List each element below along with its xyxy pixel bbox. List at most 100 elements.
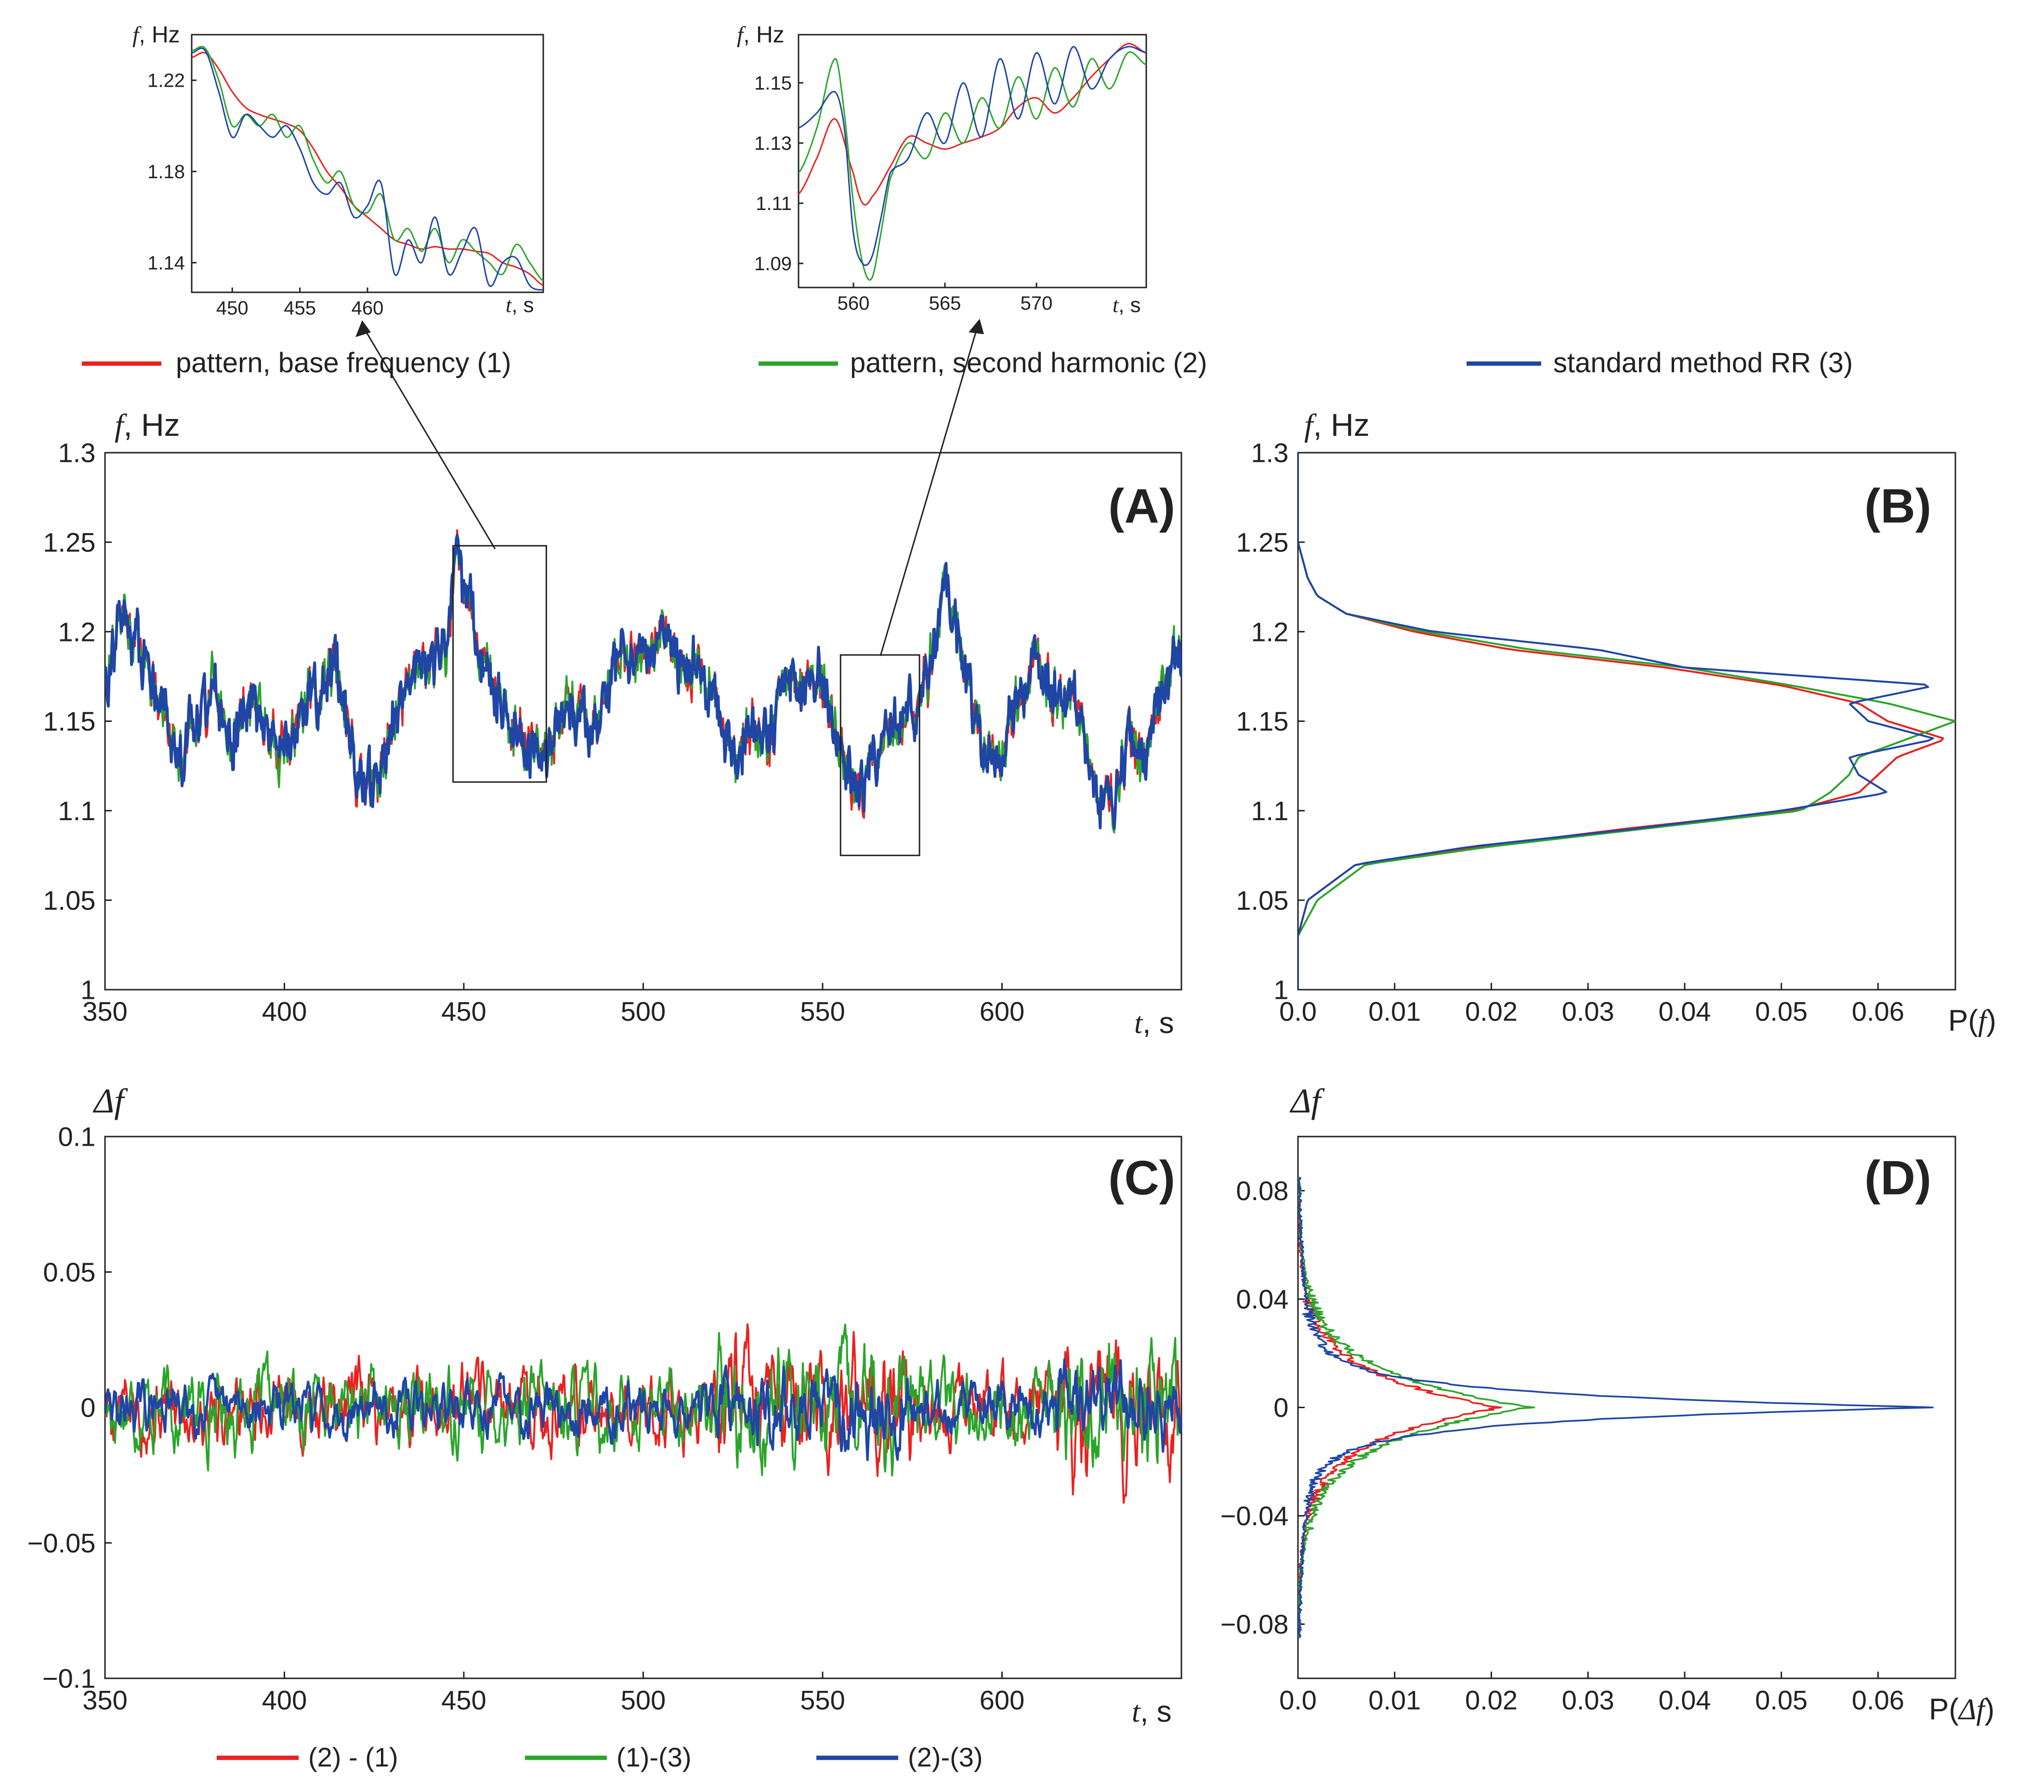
inset2-ylabel: f, Hz bbox=[737, 22, 785, 48]
inset1-xlabel: t, s bbox=[506, 293, 534, 317]
panel-a-zoom-box-2 bbox=[839, 654, 920, 856]
panel-c-xtick-label: 600 bbox=[980, 1685, 1024, 1715]
panel-inset2: 560 565 570 1.09 1.11 1.13 1.15 bbox=[754, 34, 1147, 314]
connector-arrow-1 bbox=[355, 320, 371, 337]
panel-c-ytick-label: 0.1 bbox=[58, 1122, 96, 1152]
panel-label-c: (C) bbox=[1108, 1151, 1175, 1205]
panel-d-xtick-label: 0.06 bbox=[1852, 1685, 1904, 1715]
panel-a-xtick-label: 600 bbox=[980, 996, 1024, 1026]
panel-c-ytick-label: −0.05 bbox=[27, 1528, 96, 1558]
panel-b-ytick-label: 1.3 bbox=[1251, 438, 1289, 468]
plot-layer: 350 400 450 500 550 600 1 1.05 1.1 1.15 1.2 1.25 1.3… bbox=[27, 34, 1956, 1715]
panel-inset2-ytick-label: 1.09 bbox=[754, 253, 792, 275]
panel-c-plot-area bbox=[105, 1323, 1181, 1504]
panel-inset2-xtick-label: 570 bbox=[1021, 293, 1053, 314]
panel-d-xtick-label: 0.0 bbox=[1279, 1685, 1317, 1715]
panel-a-zoom-box-1 bbox=[452, 545, 547, 783]
legend-label-diff-21: (2) - (1) bbox=[308, 1742, 398, 1772]
panel-c-ytick-label: 0.05 bbox=[43, 1257, 95, 1287]
panel-a-ylabel: f, Hz bbox=[115, 407, 180, 443]
connector-line-2 bbox=[879, 332, 977, 656]
inset-inset1-series-2 bbox=[192, 46, 543, 282]
panel-inset1: 450 455 460 1.14 1.18 1.22 bbox=[147, 34, 544, 319]
connector-line-1 bbox=[366, 333, 496, 549]
inset-inset2-series-3 bbox=[799, 46, 1146, 266]
inset1-ylabel: f, Hz bbox=[132, 22, 180, 48]
connector-arrow-2 bbox=[969, 319, 984, 334]
panel-inset1-plot-area bbox=[192, 46, 543, 291]
panel-a-xtick-label: 550 bbox=[800, 996, 845, 1026]
panel-d: 0.0 0.01 0.02 0.03 0.04 0.05 0.06 −0.08 −0.04 0 0.… bbox=[1220, 1136, 1956, 1715]
panel-c-xtick-label: 500 bbox=[621, 1685, 666, 1715]
inset-inset2-series-1 bbox=[799, 43, 1146, 206]
legend-label-diff-23: (2)-(3) bbox=[908, 1742, 983, 1772]
panel-a-xtick-label: 400 bbox=[262, 996, 307, 1026]
panel-inset1-xtick-label: 450 bbox=[216, 298, 249, 319]
panel-d-ytick-label: 0.04 bbox=[1236, 1284, 1288, 1314]
panel-b-ytick-label: 1.2 bbox=[1251, 616, 1289, 647]
panel-c-ylabel: Δf bbox=[92, 1082, 128, 1120]
panel-b-xtick-label: 0.04 bbox=[1658, 996, 1711, 1026]
inset-inset2-series-2 bbox=[799, 51, 1146, 281]
panel-inset2-plot-area bbox=[799, 43, 1146, 281]
panel-b-xtick-label: 0.0 bbox=[1279, 996, 1317, 1026]
panel-c-xlabel: t, s bbox=[1132, 1695, 1172, 1728]
panel-b-xtick-label: 0.02 bbox=[1465, 996, 1518, 1026]
panel-d-xtick-label: 0.01 bbox=[1368, 1685, 1421, 1715]
panel-a-xtick-label: 450 bbox=[441, 996, 486, 1026]
panel-label-a: (A) bbox=[1108, 479, 1175, 533]
legend-bottom: (2) - (1) (1)-(3) (2)-(3) bbox=[217, 1742, 983, 1772]
inset2-xlabel: t, s bbox=[1113, 293, 1141, 317]
legend-label-diff-13: (1)-(3) bbox=[616, 1742, 692, 1772]
panel-b-ytick-label: 1.25 bbox=[1236, 527, 1288, 557]
panel-b-ytick-label: 1 bbox=[1273, 975, 1288, 1005]
panel-c: 350 400 450 500 550 600 −0.1 −0.05 0 0.05 0.1 bbox=[27, 1122, 1182, 1715]
panel-c-xtick-label: 400 bbox=[262, 1685, 307, 1715]
panel-b-xtick-label: 0.03 bbox=[1562, 996, 1614, 1026]
panel-a-ytick-label: 1.2 bbox=[58, 616, 96, 647]
panel-inset1-xtick-label: 455 bbox=[284, 298, 316, 319]
panel-c-ytick-label: 0 bbox=[80, 1392, 95, 1423]
inset-inset1-series-3 bbox=[192, 47, 543, 291]
panel-a-xtick-label: 500 bbox=[621, 996, 666, 1026]
panel-b-xtick-label: 0.05 bbox=[1755, 996, 1808, 1026]
panel-inset2-ytick-label: 1.13 bbox=[754, 133, 792, 154]
panel-d-series-3 bbox=[1298, 1177, 1934, 1639]
panel-a-ytick-label: 1.3 bbox=[58, 438, 96, 468]
panel-c-xtick-label: 350 bbox=[82, 1685, 127, 1715]
panel-a-xlabel: t, s bbox=[1134, 1007, 1174, 1040]
panel-b-ytick-label: 1.05 bbox=[1236, 885, 1288, 916]
panel-b-plot-area bbox=[1298, 453, 1955, 990]
panel-inset1-ytick-label: 1.18 bbox=[147, 161, 185, 183]
panel-a-series-3 bbox=[105, 534, 1181, 830]
panel-b-ytick-label: 1.1 bbox=[1251, 796, 1289, 826]
panel-d-ytick-label: −0.04 bbox=[1220, 1501, 1289, 1531]
panel-d-xtick-label: 0.03 bbox=[1562, 1685, 1614, 1715]
panel-a-ytick-label: 1.25 bbox=[43, 527, 95, 557]
panel-b-series-3 bbox=[1298, 453, 1934, 990]
panel-c-xtick-label: 450 bbox=[441, 1685, 486, 1715]
panel-a-xtick-label: 350 bbox=[82, 996, 127, 1026]
panel-inset1-ytick-label: 1.22 bbox=[147, 70, 185, 92]
panel-inset1-xtick-label: 460 bbox=[352, 298, 384, 319]
panel-a-ytick-label: 1.15 bbox=[43, 706, 95, 736]
panel-c-series-3 bbox=[105, 1358, 1181, 1461]
inset-inset1-series-1 bbox=[192, 52, 543, 287]
panel-d-ytick-label: 0 bbox=[1273, 1392, 1288, 1423]
panel-d-ytick-label: −0.08 bbox=[1220, 1609, 1289, 1639]
panel-inset2-ytick-label: 1.15 bbox=[754, 73, 792, 94]
panel-a: 350 400 450 500 550 600 1 1.05 1.1 1.15 1.2 1.25 1.3 bbox=[43, 438, 1182, 1026]
panel-inset2-xtick-label: 560 bbox=[838, 293, 870, 314]
panel-c-xtick-label: 550 bbox=[800, 1685, 845, 1715]
legend-label-rr: standard method RR (3) bbox=[1553, 347, 1853, 379]
panel-d-xtick-label: 0.05 bbox=[1755, 1685, 1808, 1715]
panel-b-xlabel: P(f) bbox=[1948, 1004, 1996, 1037]
panel-d-xlabel: P(Δf) bbox=[1929, 1693, 1994, 1726]
panel-a-plot-area bbox=[105, 529, 1181, 834]
panel-label-d: (D) bbox=[1864, 1151, 1931, 1205]
legend-top: pattern, base frequency (1) pattern, sec… bbox=[82, 347, 1853, 379]
panel-a-ytick-label: 1.1 bbox=[58, 796, 96, 826]
panel-b: 0.0 0.01 0.02 0.03 0.04 0.05 0.06 1 1.05 1.1 1.15 1… bbox=[1236, 438, 1956, 1026]
